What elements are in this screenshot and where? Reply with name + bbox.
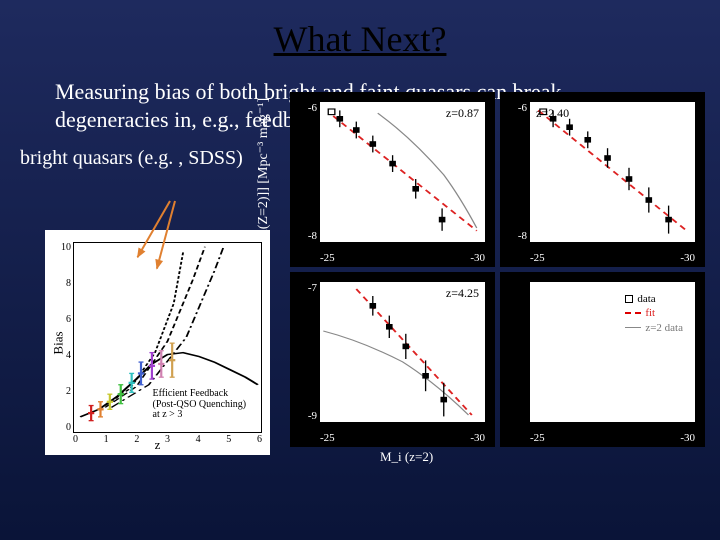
right-xlabel: M_i (z=2) bbox=[380, 449, 433, 465]
yticks-r3: -7-9 bbox=[295, 282, 317, 422]
plot-r3 bbox=[320, 282, 485, 422]
xticks-r3: -25-30 bbox=[320, 432, 485, 444]
yticks-r2: -6-8 bbox=[505, 102, 527, 242]
yticks-r1: -6-8 bbox=[295, 102, 317, 242]
panel-z087: -6-8 -25-30 z=0.87 bbox=[290, 92, 495, 267]
bias-annotation: Efficient Feedback (Post-QSO Quenching) … bbox=[153, 389, 247, 421]
page-title: What Next? bbox=[0, 0, 720, 60]
legend-box: data fit z=2 data bbox=[621, 290, 687, 337]
bias-yticks: 02 46 810 bbox=[59, 242, 71, 433]
xticks-r1: -25-30 bbox=[320, 252, 485, 264]
panel-legend: -25-30 data fit z=2 data bbox=[500, 272, 705, 447]
plot-r2 bbox=[530, 102, 695, 242]
xticks-r4: -25-30 bbox=[530, 432, 695, 444]
xticks-r2: -25-30 bbox=[530, 252, 695, 264]
panel-z425: -7-9 -25-30 z=4.25 bbox=[290, 272, 495, 447]
plot-r1 bbox=[320, 102, 485, 242]
bias-xticks: 01 23 45 6 bbox=[73, 434, 262, 445]
panel-z240: -6-8 -25-30 z=2.40 bbox=[500, 92, 705, 267]
